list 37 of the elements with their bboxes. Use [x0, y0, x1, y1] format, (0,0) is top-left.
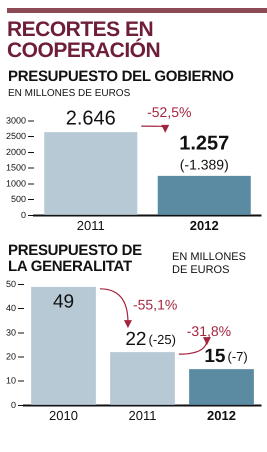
bar	[189, 369, 254, 405]
x-tick-label: 2011	[128, 408, 156, 423]
y-tick-label: 10	[6, 376, 16, 386]
annotation: (-25)	[148, 332, 176, 348]
annotation: -31,8%	[186, 322, 232, 339]
text: -52,5%	[147, 104, 192, 120]
annotation: -55,1%	[132, 296, 178, 313]
data-label: 2.646	[66, 108, 116, 130]
y-tick-label: 30	[6, 327, 16, 338]
y-tick-label: 3000	[6, 115, 26, 126]
y-axis-title: EN MILLONES DE EUROS	[8, 88, 132, 99]
y-tick-label: 1500	[6, 162, 26, 173]
x-tick-label: 2012	[207, 408, 236, 423]
chart-subtitle: PRESUPUESTO DEL GOBIERNO	[8, 68, 235, 85]
y-tick-label: 500	[10, 194, 26, 204]
y-tick-label: 0	[10, 400, 16, 410]
bar	[110, 352, 175, 405]
y-tick-label: 2500	[6, 131, 26, 142]
data-label: 1.257	[179, 132, 230, 154]
y-tick-label: 40	[6, 303, 16, 314]
x-tick-label: 2012	[190, 218, 219, 233]
bar	[31, 286, 96, 405]
data-label: 15	[204, 346, 226, 367]
data-label: 22	[125, 328, 147, 350]
chart-title: RECORTES EN COOPERACIÓN	[7, 18, 162, 62]
y-tick-label: 0	[21, 210, 26, 220]
y-tick-label: 50	[6, 278, 16, 289]
y-tick-label: 2000	[6, 146, 26, 157]
x-tick-label: 2011	[76, 218, 105, 233]
y-axis-title: EN MILLONES DE EUROS	[172, 251, 247, 277]
data-label: 49	[52, 292, 74, 313]
x-tick-label: 2010	[49, 408, 78, 423]
y-tick-label: 20	[6, 351, 16, 362]
annotation: (-7)	[228, 349, 248, 364]
chart-title: PRESUPUESTO DE LA GENERALITAT	[8, 242, 143, 275]
y-tick-label: 1000	[6, 178, 26, 188]
annotation: (-1.389)	[180, 156, 229, 173]
